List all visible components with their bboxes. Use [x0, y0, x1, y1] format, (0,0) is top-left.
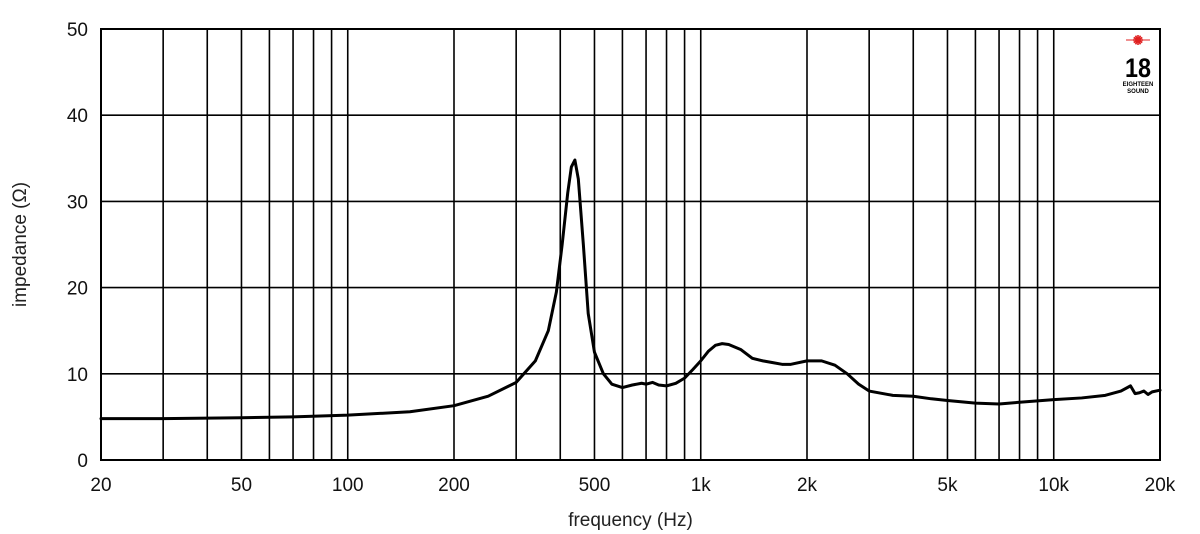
x-tick-label: 500 [579, 475, 611, 496]
logo-text-line1: EIGHTEEN [1123, 82, 1154, 88]
x-tick-label: 50 [231, 475, 252, 496]
x-axis-ticks: 20 50 100 200 500 1k 2k 5k 10k 20k [90, 475, 1175, 496]
y-tick-label: 30 [67, 192, 88, 213]
x-tick-label: 10k [1038, 475, 1069, 496]
brand-logo: 18 EIGHTEEN SOUND [1123, 35, 1154, 95]
y-tick-label: 40 [67, 106, 88, 127]
x-tick-label: 20k [1145, 475, 1176, 496]
x-tick-label: 20 [90, 475, 111, 496]
y-tick-label: 0 [77, 451, 88, 472]
x-axis-title: frequency (Hz) [568, 510, 693, 531]
impedance-curve [99, 158, 1162, 421]
star-icon [1126, 35, 1150, 45]
logo-text-line2: SOUND [1127, 89, 1149, 95]
logo-number: 18 [1125, 53, 1151, 83]
x-tick-label: 200 [438, 475, 470, 496]
x-tick-label: 2k [797, 475, 818, 496]
y-axis-ticks: 0 10 20 30 40 50 [67, 20, 88, 472]
y-axis-title: impedance (Ω) [10, 182, 31, 307]
y-tick-label: 50 [67, 20, 88, 41]
grid [101, 29, 1160, 460]
y-tick-label: 20 [67, 279, 88, 300]
x-tick-label: 100 [332, 475, 364, 496]
x-tick-label: 1k [691, 475, 712, 496]
y-tick-label: 10 [67, 365, 88, 386]
plot-frame [100, 28, 1161, 461]
x-tick-label: 5k [937, 475, 958, 496]
